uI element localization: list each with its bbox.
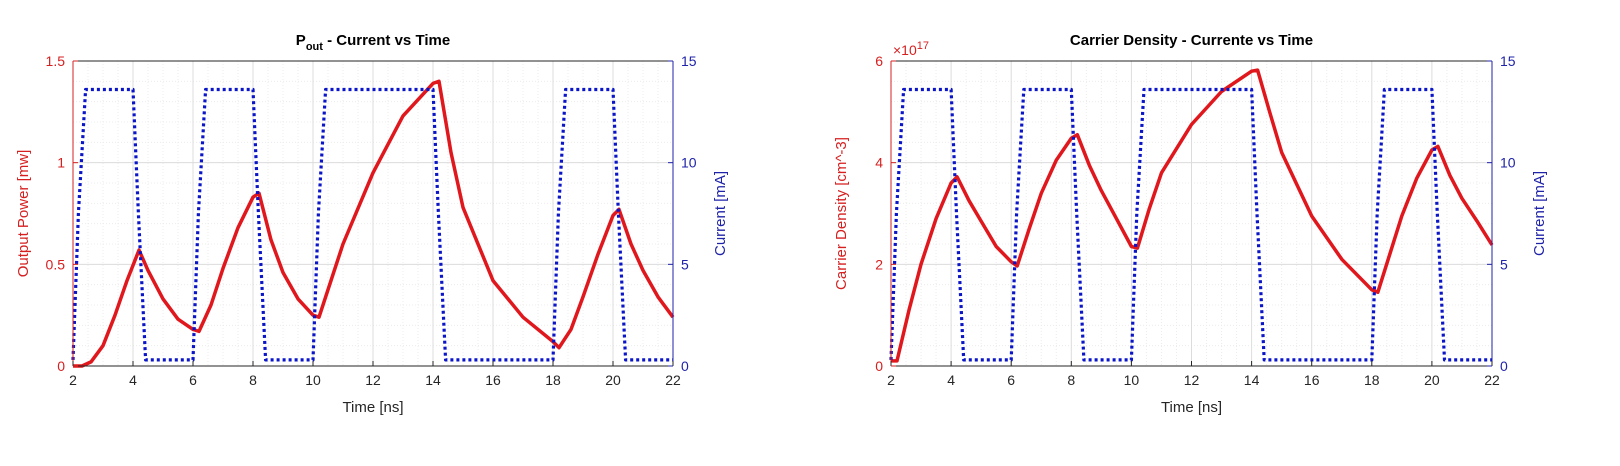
y-right-tick-label: 10 (1500, 155, 1516, 171)
y-left-tick-label: 4 (875, 155, 883, 171)
y-left-axis-label: Carrier Density [cm^-3] (833, 137, 850, 290)
x-tick-label: 2 (887, 372, 895, 388)
y-right-tick-label: 0 (681, 358, 689, 374)
x-tick-label: 20 (605, 372, 621, 388)
x-tick-label: 14 (1244, 372, 1260, 388)
x-tick-label: 16 (485, 372, 501, 388)
x-tick-label: 22 (665, 372, 681, 388)
y-right-tick-label: 10 (681, 155, 697, 171)
y-right-tick-label: 15 (1500, 53, 1516, 69)
y-left-tick-label: 0 (875, 358, 883, 374)
x-axis-label: Time [ns] (342, 399, 403, 416)
x-tick-label: 16 (1304, 372, 1320, 388)
y-right-tick-label: 0 (1500, 358, 1508, 374)
x-tick-label: 2 (69, 372, 77, 388)
y-left-exponent: ×1017 (893, 40, 929, 58)
x-tick-label: 22 (1484, 372, 1500, 388)
series-line-current (889, 87, 1492, 362)
x-tick-label: 12 (1184, 372, 1200, 388)
x-tick-label: 6 (189, 372, 197, 388)
y-left-tick-label: 0 (57, 358, 65, 374)
x-tick-label: 10 (1124, 372, 1140, 388)
series-line-current (71, 87, 673, 362)
x-tick-label: 12 (365, 372, 381, 388)
chart-title: Carrier Density - Currente vs Time (1070, 32, 1313, 49)
x-tick-label: 14 (425, 372, 441, 388)
y-right-tick-label: 5 (681, 256, 689, 272)
x-tick-label: 4 (129, 372, 137, 388)
y-left-tick-label: 6 (875, 53, 883, 69)
y-left-axis-label: Output Power [mw] (15, 150, 32, 278)
x-tick-label: 18 (545, 372, 561, 388)
y-right-tick-label: 5 (1500, 256, 1508, 272)
y-left-tick-label: 2 (875, 256, 883, 272)
y-right-axis-label: Current [mA] (712, 171, 729, 256)
x-tick-label: 18 (1364, 372, 1380, 388)
x-axis-label: Time [ns] (1161, 399, 1222, 416)
chart-title: Pout - Current vs Time (296, 32, 450, 53)
y-left-tick-label: 1.5 (46, 53, 66, 69)
y-right-axis-label: Current [mA] (1531, 171, 1548, 256)
y-left-tick-label: 0.5 (46, 256, 66, 272)
series-line-left (891, 68, 1494, 363)
x-tick-label: 10 (305, 372, 321, 388)
y-right-tick-label: 15 (681, 53, 697, 69)
y-left-tick-label: 1 (57, 155, 65, 171)
x-tick-label: 20 (1424, 372, 1440, 388)
series-line-left (73, 79, 675, 368)
x-tick-label: 8 (249, 372, 257, 388)
x-tick-label: 8 (1067, 372, 1075, 388)
x-tick-label: 4 (947, 372, 955, 388)
x-tick-label: 6 (1007, 372, 1015, 388)
